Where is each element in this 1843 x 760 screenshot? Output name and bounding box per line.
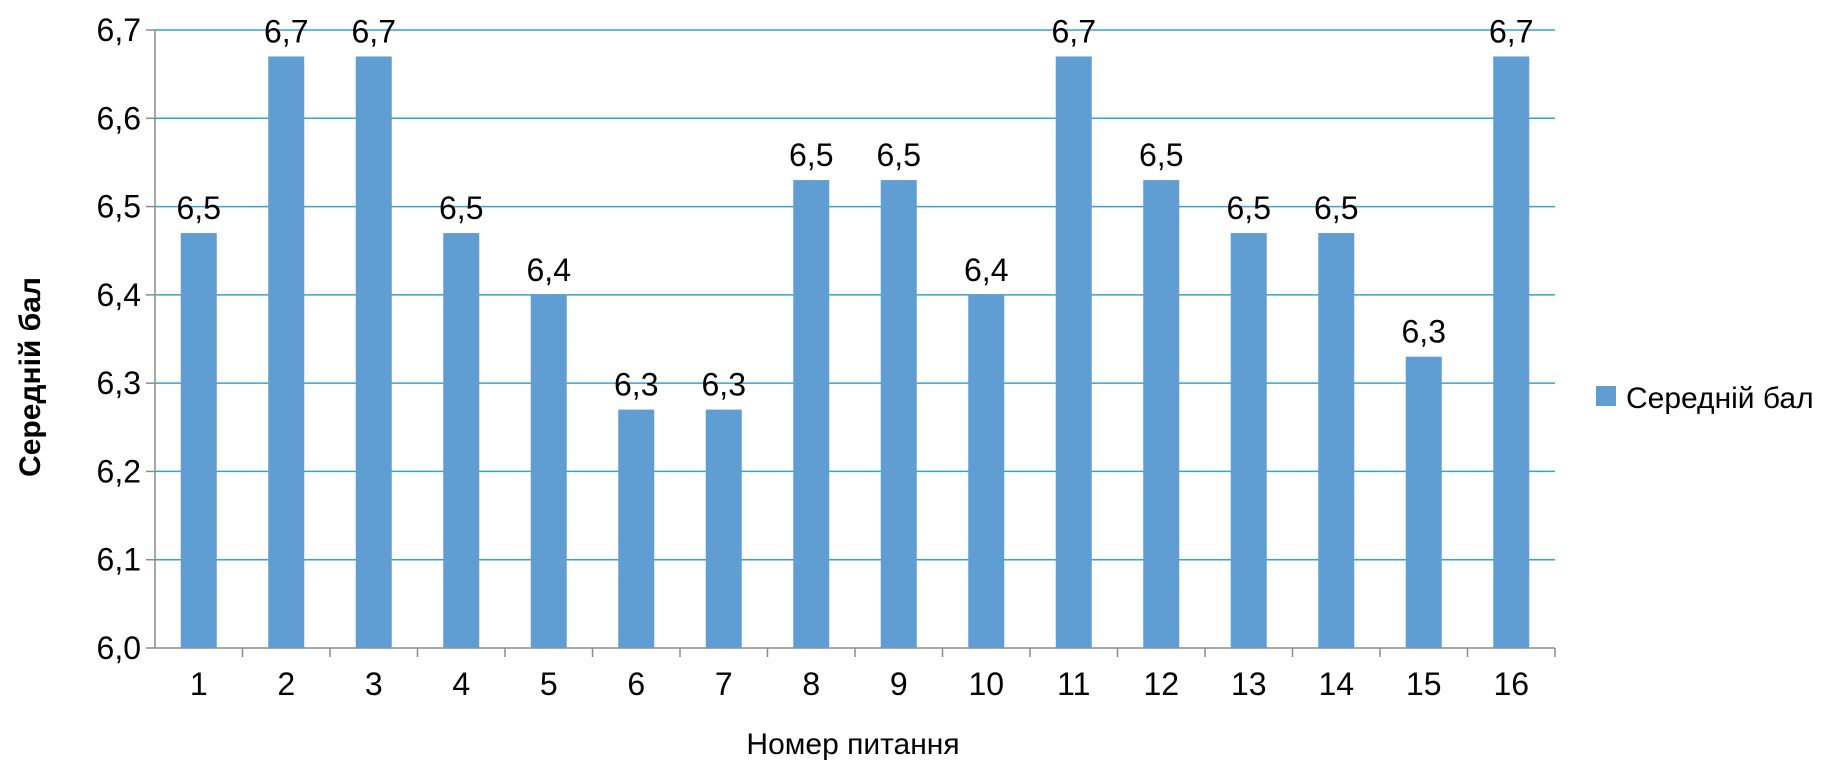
data-label: 6,3 xyxy=(1402,314,1446,350)
x-tick-label: 4 xyxy=(452,666,470,702)
data-label: 6,7 xyxy=(1052,13,1096,49)
legend-swatch xyxy=(1596,386,1616,406)
x-tick-label: 10 xyxy=(968,666,1004,702)
x-tick-label: 14 xyxy=(1318,666,1354,702)
x-tick-label: 7 xyxy=(715,666,733,702)
y-axis-title: Середній бал xyxy=(14,277,47,477)
y-ticks: 6,0 6,1 6,2 6,3 6,4 6,5 6,6 6,7 xyxy=(97,12,155,666)
data-label: 6,4 xyxy=(527,252,571,288)
data-labels: 6,5 6,7 6,7 6,5 6,4 6,3 6,3 6,5 6,5 6,4 6,7 6,5 6,5 6… xyxy=(177,13,1534,402)
bar xyxy=(880,180,917,649)
data-label: 6,5 xyxy=(1227,190,1271,226)
x-tick-label: 8 xyxy=(802,666,820,702)
data-label: 6,4 xyxy=(964,252,1008,288)
data-label: 6,5 xyxy=(1314,190,1358,226)
x-axis-title: Номер питання xyxy=(746,728,959,760)
bar xyxy=(793,180,830,649)
y-tick-label: 6,0 xyxy=(97,630,141,666)
bar xyxy=(530,294,567,648)
data-label: 6,3 xyxy=(702,367,746,403)
x-tick-label: 16 xyxy=(1493,666,1529,702)
bar xyxy=(968,294,1005,648)
y-tick-label: 6,6 xyxy=(97,100,141,136)
x-tick-label: 15 xyxy=(1406,666,1442,702)
x-tick-label: 3 xyxy=(365,666,383,702)
bar xyxy=(443,233,480,649)
y-tick-label: 6,5 xyxy=(97,189,141,225)
bar xyxy=(1230,233,1267,649)
bar xyxy=(618,409,655,648)
bar xyxy=(1143,180,1180,649)
x-tick-label: 12 xyxy=(1143,666,1179,702)
bar xyxy=(1493,56,1530,648)
x-tick-label: 5 xyxy=(540,666,558,702)
bar xyxy=(180,233,217,649)
x-ticks: 1 2 3 4 5 6 7 8 9 10 11 12 13 14 15 16 xyxy=(190,648,1556,702)
bar xyxy=(1055,56,1092,648)
data-label: 6,3 xyxy=(614,367,658,403)
y-tick-label: 6,2 xyxy=(97,453,141,489)
data-label: 6,5 xyxy=(789,137,833,173)
x-tick-label: 11 xyxy=(1057,666,1090,702)
bars xyxy=(180,56,1530,649)
data-label: 6,5 xyxy=(877,137,921,173)
y-tick-label: 6,3 xyxy=(97,365,141,401)
x-tick-label: 9 xyxy=(890,666,908,702)
data-label: 6,5 xyxy=(1139,137,1183,173)
y-tick-label: 6,4 xyxy=(97,277,141,313)
y-tick-label: 6,7 xyxy=(97,12,141,48)
legend: Середній бал xyxy=(1596,382,1814,415)
bar xyxy=(705,409,742,648)
data-label: 6,7 xyxy=(264,13,308,49)
data-label: 6,5 xyxy=(177,190,221,226)
legend-label: Середній бал xyxy=(1626,382,1814,415)
bar xyxy=(1318,233,1355,649)
bar xyxy=(1405,356,1442,648)
bar xyxy=(355,56,392,648)
data-label: 6,5 xyxy=(439,190,483,226)
x-tick-label: 13 xyxy=(1231,666,1267,702)
bar xyxy=(268,56,305,648)
x-tick-label: 6 xyxy=(627,666,645,702)
x-tick-label: 2 xyxy=(277,666,295,702)
x-tick-label: 1 xyxy=(190,666,208,702)
data-label: 6,7 xyxy=(352,13,396,49)
data-label: 6,7 xyxy=(1489,13,1533,49)
y-tick-label: 6,1 xyxy=(97,542,141,578)
